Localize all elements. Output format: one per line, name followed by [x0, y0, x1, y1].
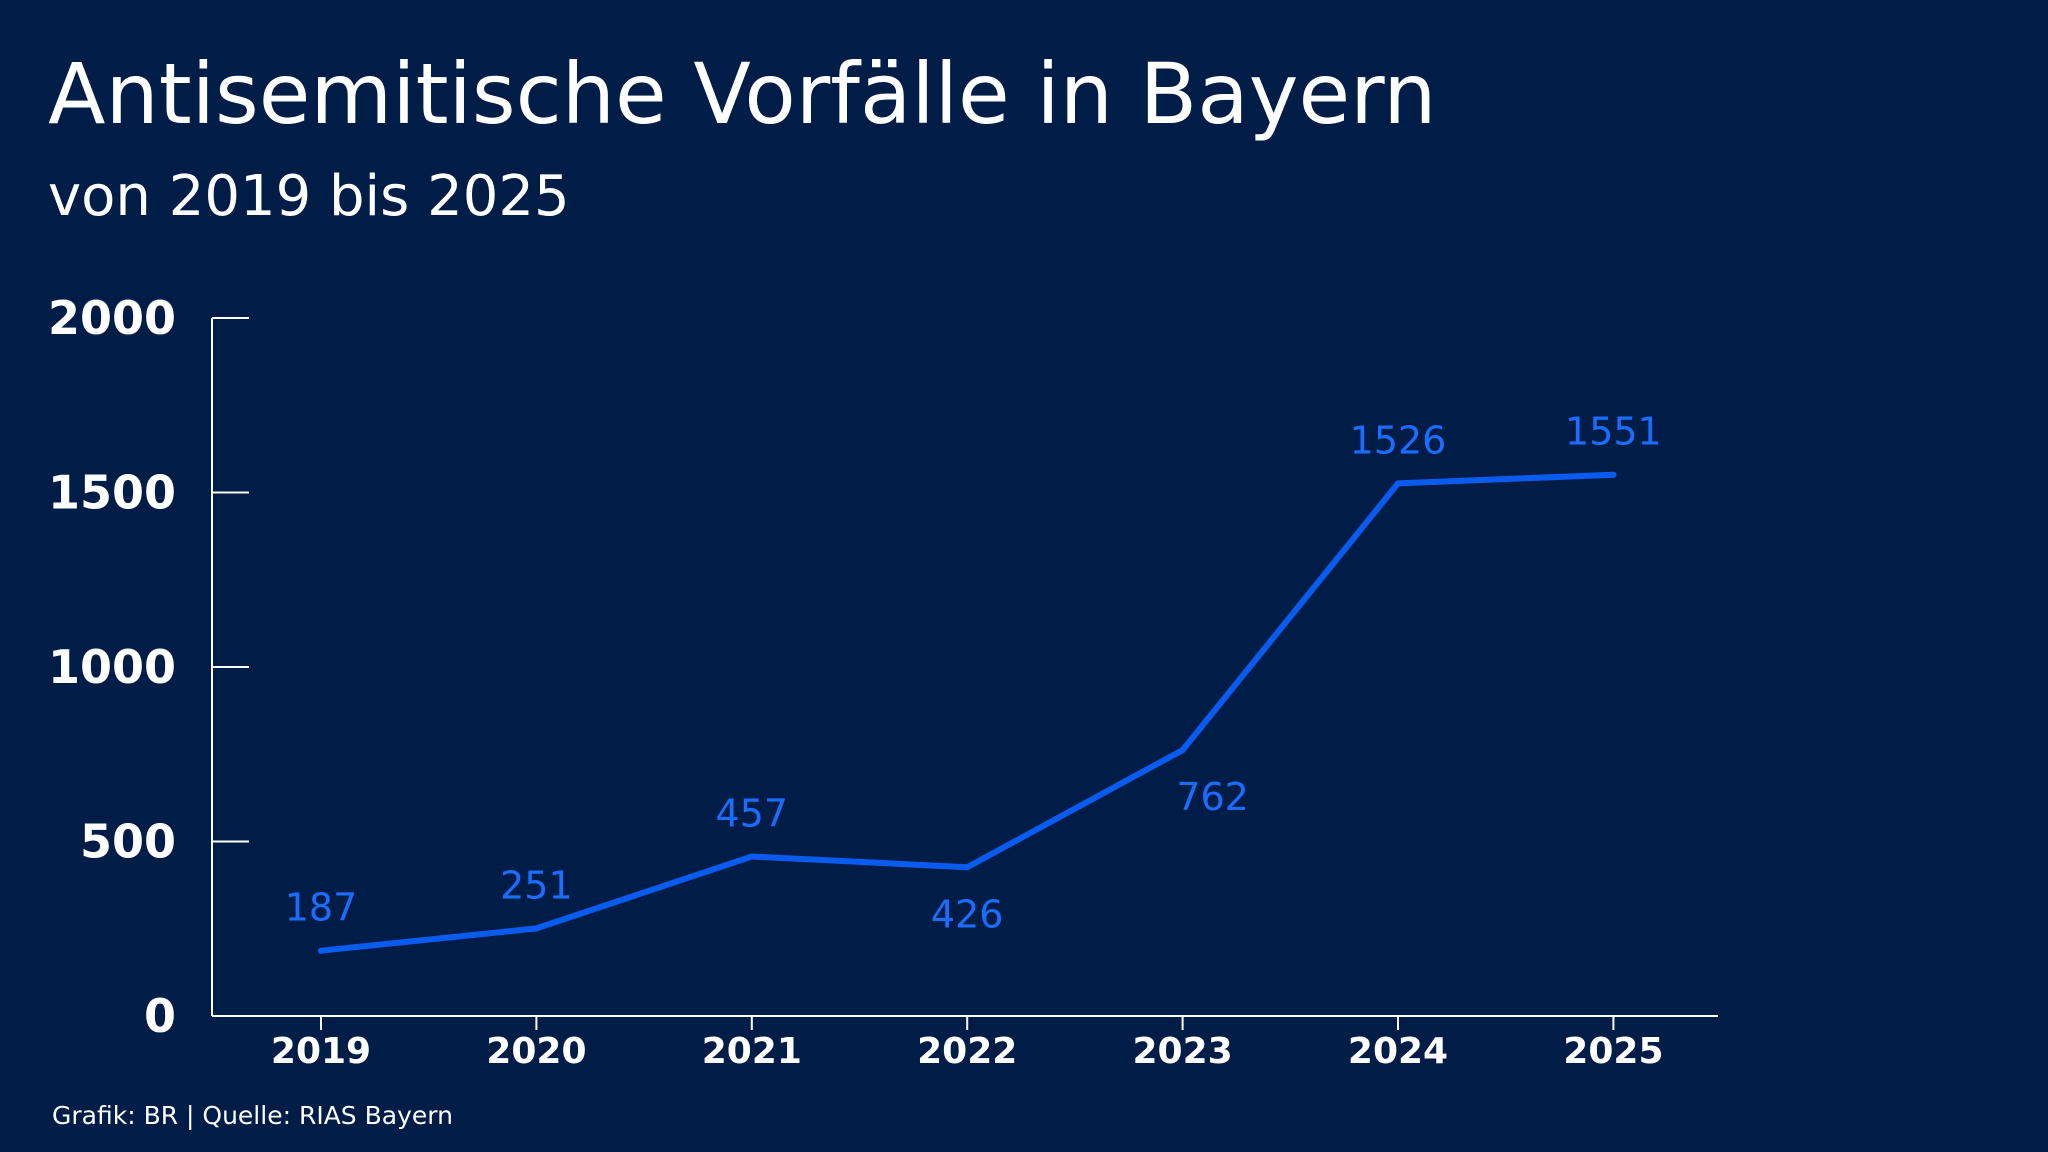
y-axis-ticks: 0 500 1000 1500 2000	[48, 291, 249, 1043]
series-line-group	[318, 471, 1617, 954]
data-label: 251	[500, 863, 573, 907]
x-tick-label: 2025	[1563, 1031, 1663, 1072]
y-tick-label: 1000	[48, 640, 176, 694]
x-tick-label: 2024	[1348, 1031, 1448, 1072]
source-footer: Grafik: BR | Quelle: RIAS Bayern	[52, 1101, 453, 1130]
data-point	[318, 947, 324, 954]
y-tick-label: 1500	[48, 466, 176, 520]
x-axis-ticks: 2019 2020 2021 2022 2023 2024 2025	[271, 1016, 1664, 1072]
chart-title: Antisemitische Vorfälle in Bayern	[48, 45, 1437, 143]
x-tick-label: 2019	[271, 1031, 371, 1072]
data-label: 187	[285, 886, 358, 930]
data-point	[1179, 747, 1186, 754]
data-label: 1526	[1350, 418, 1447, 462]
data-point	[1395, 480, 1401, 487]
data-label: 762	[1176, 775, 1249, 819]
y-tick-label: 0	[144, 989, 176, 1043]
data-label: 426	[931, 892, 1004, 936]
chart-subtitle: von 2019 bis 2025	[48, 164, 570, 229]
x-tick-label: 2023	[1132, 1031, 1232, 1072]
x-tick-label: 2020	[486, 1031, 586, 1072]
y-tick-label: 2000	[48, 291, 176, 345]
data-label: 457	[716, 792, 789, 836]
y-tick-label: 500	[80, 815, 176, 869]
data-point	[748, 853, 755, 860]
x-tick-label: 2021	[702, 1031, 802, 1072]
data-point	[964, 864, 971, 871]
data-label: 1551	[1565, 410, 1662, 454]
x-tick-label: 2022	[917, 1031, 1017, 1072]
data-labels: 187 251 457 426 762 1526 1551	[285, 410, 1662, 937]
data-point	[533, 925, 540, 932]
data-point	[1610, 471, 1617, 478]
